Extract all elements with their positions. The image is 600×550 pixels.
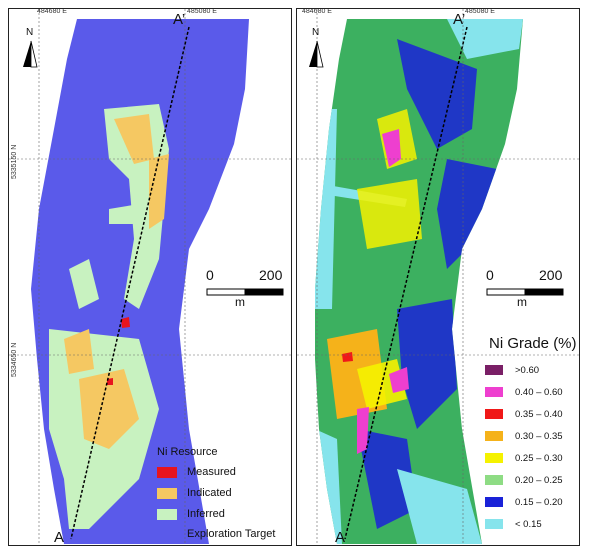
north-letter: N (312, 27, 320, 38)
legend-item-grade: 0.20 – 0.25 (485, 475, 563, 486)
easting-label: 484680 E (37, 8, 67, 15)
legend-item-grade: 0.25 – 0.30 (485, 453, 563, 464)
easting-label: 484680 E (302, 8, 332, 15)
grade-zone-low (437, 159, 497, 269)
resource-map (9, 9, 291, 545)
legend-swatch (157, 466, 177, 478)
legend-item-inferred: Inferred (157, 508, 225, 520)
resource-map-panel[interactable]: 484680 E 485080 E 5335150 N 5334650 N N … (8, 8, 292, 546)
legend-item-grade: 0.30 – 0.35 (485, 431, 563, 442)
scale-zero: 0 (486, 267, 494, 283)
easting-label: 485080 E (187, 8, 217, 15)
section-end-label: A’ (173, 11, 186, 28)
section-end-label: A’ (453, 11, 466, 28)
indicated-zone (64, 329, 94, 374)
legend-swatch (485, 387, 503, 398)
legend-item-measured: Measured (157, 466, 236, 478)
inferred-zone (69, 259, 99, 309)
measured-zone (121, 317, 130, 328)
north-letter: N (26, 27, 34, 38)
section-start-label: A (335, 529, 346, 546)
northing-label: 5335150 N (11, 144, 18, 179)
legend-swatch (485, 409, 503, 420)
legend-swatch (485, 431, 503, 442)
indicated-zone (79, 369, 139, 449)
scale-max: 200 (539, 267, 563, 283)
legend-swatch (157, 508, 177, 520)
grade-map (297, 9, 579, 545)
grade-zone-high (357, 407, 369, 454)
section-line (70, 26, 190, 540)
legend-item-indicated: Indicated (157, 487, 232, 499)
scale-unit: m (517, 295, 527, 309)
grade-zone-high (342, 352, 353, 362)
northing-label: 5334650 N (11, 342, 18, 377)
grade-zone-high (389, 367, 409, 393)
indicated-zone (114, 114, 154, 164)
north-arrow-icon (23, 41, 31, 67)
scale-unit: m (235, 295, 245, 309)
section-line (344, 26, 468, 540)
legend-swatch (485, 365, 503, 376)
legend-item-grade: 0.15 – 0.20 (485, 497, 563, 508)
legend-item-grade: 0.35 – 0.40 (485, 409, 563, 420)
legend-item-grade: < 0.15 (485, 519, 542, 530)
legend-swatch (485, 475, 503, 486)
easting-label: 485080 E (465, 8, 495, 15)
grade-zone-low (397, 299, 457, 429)
legend-swatch (485, 497, 503, 508)
grade-zone-high (382, 129, 401, 167)
scale-zero: 0 (206, 267, 214, 283)
grade-zone-low (357, 429, 417, 529)
grade-map-panel[interactable]: 484680 E 485080 E N A’ A 0 200 m Ni Grad… (296, 8, 580, 546)
legend-item-grade: >0.60 (485, 365, 539, 376)
legend-item-grade: 0.40 – 0.60 (485, 387, 563, 398)
inferred-zone (109, 204, 139, 224)
north-arrow-icon (309, 41, 317, 67)
legend-swatch (485, 519, 503, 530)
legend-item-exploration-target: Exploration Target (157, 528, 275, 540)
section-start-label: A (54, 529, 65, 546)
grade-zone-lowest (397, 469, 482, 544)
grade-zone-mid (357, 179, 422, 249)
legend-swatch (157, 487, 177, 499)
scale-max: 200 (259, 267, 283, 283)
grade-legend-title: Ni Grade (%) (489, 335, 577, 352)
indicated-zone (149, 154, 169, 229)
legend-swatch (157, 528, 177, 540)
legend-swatch (485, 453, 503, 464)
resource-legend-title: Ni Resource (157, 446, 218, 458)
measured-zone (107, 378, 113, 385)
